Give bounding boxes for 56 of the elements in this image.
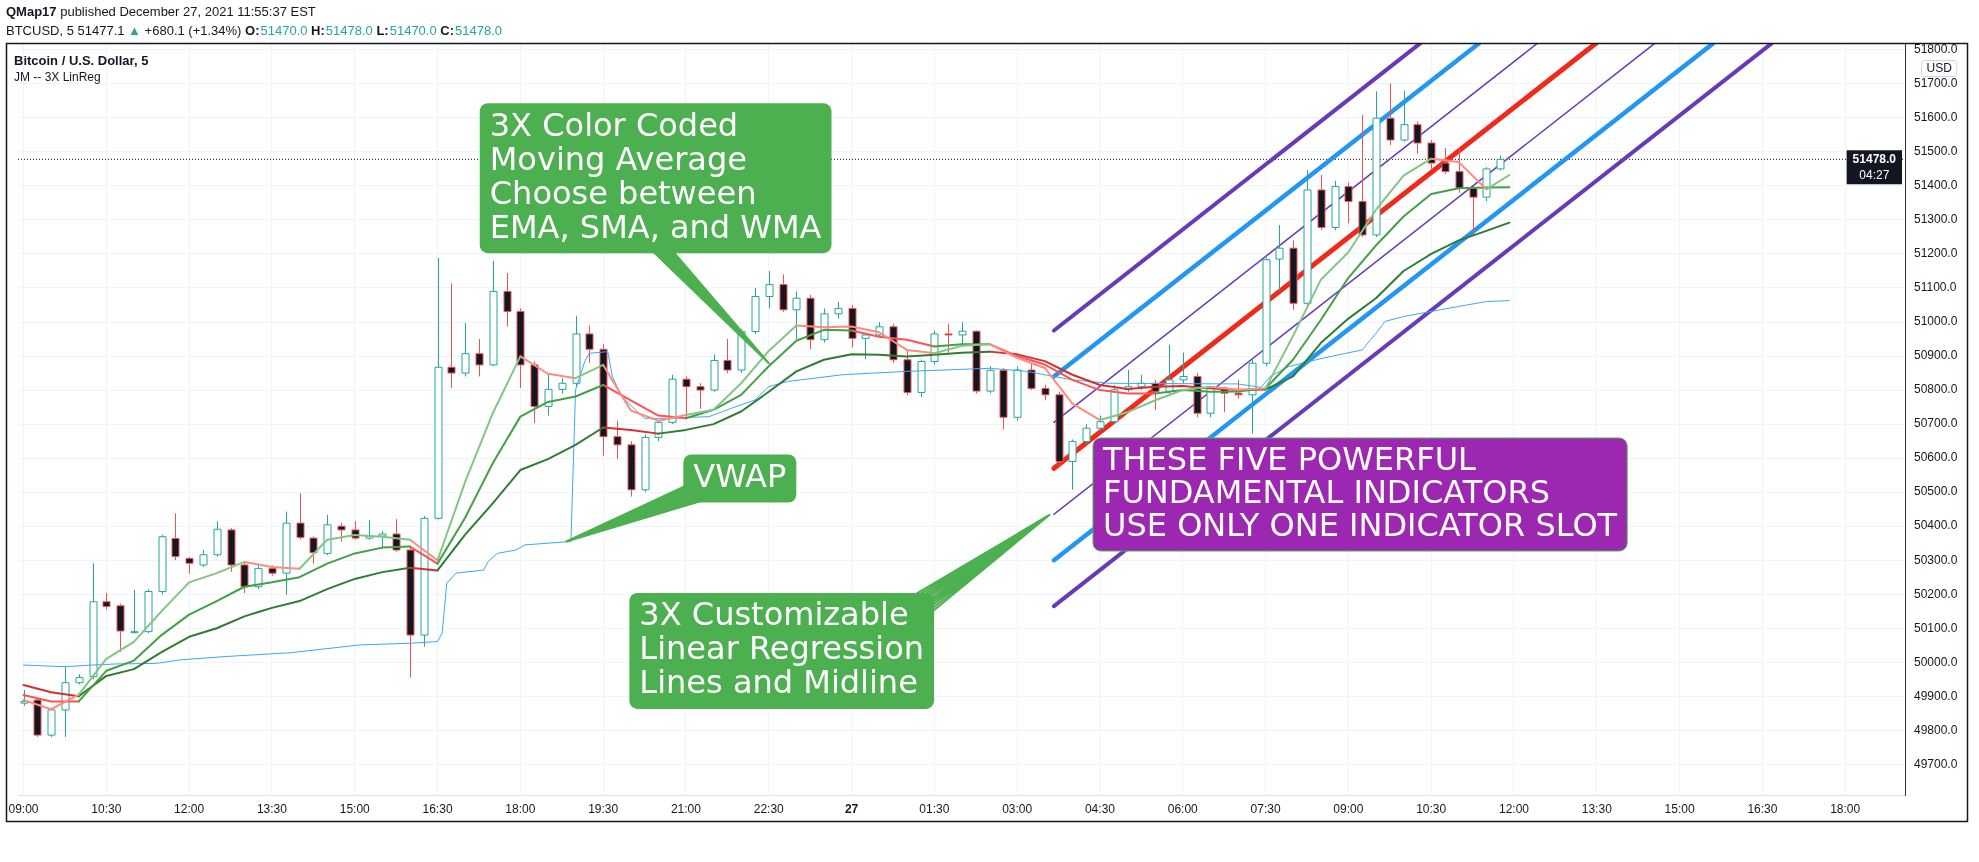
annotation: VWAP xyxy=(693,456,787,495)
y-tick-label: 51100.0 xyxy=(1914,280,1957,295)
y-tick-label: 50000.0 xyxy=(1914,654,1958,669)
y-tick-label: 49900.0 xyxy=(1914,688,1958,703)
x-tick-label: 18:00 xyxy=(505,801,536,816)
x-tick-label: 12:00 xyxy=(174,801,205,816)
y-tick-label: 51800.0 xyxy=(1914,42,1958,57)
y-tick-label: 50100.0 xyxy=(1914,620,1958,635)
x-tick-label: 15:00 xyxy=(339,801,371,816)
x-tick-label: 01:30 xyxy=(919,801,950,816)
text: Bitcoin / U.S. Dollar, 5 xyxy=(14,52,149,68)
x-tick-label: 10:30 xyxy=(1416,801,1447,816)
annotation: THESE FIVE POWERFUL FUNDAMENTAL INDICATORS USE ONLY ONE INDICATOR SLOT xyxy=(1102,439,1618,544)
y-tick-label: 49800.0 xyxy=(1914,722,1958,737)
y-tick-label: 50800.0 xyxy=(1914,382,1958,397)
x-tick-label: 18:00 xyxy=(1830,801,1861,816)
y-tick-label: 50900.0 xyxy=(1914,348,1958,363)
x-tick-label: 22:30 xyxy=(753,801,785,816)
annotation: 3X Customizable Linear Regression Lines and Midline xyxy=(639,595,925,702)
x-tick-label: 12:00 xyxy=(1498,801,1530,816)
x-tick-label: 16:30 xyxy=(422,801,453,816)
y-tick-label: 50600.0 xyxy=(1914,450,1958,465)
y-tick-label: 51300.0 xyxy=(1914,212,1958,227)
x-tick-label: 10:30 xyxy=(91,801,122,816)
text: BTCUSD, 5 51477.1 ▲ +680.1 (+1.34%) O:51470.0 H:51478.0 L:51470.0 C:51478.0 xyxy=(6,22,503,38)
x-tick-label: 04:30 xyxy=(1084,801,1116,816)
y-tick-label: 51200.0 xyxy=(1914,246,1958,261)
x-tick-label: 13:30 xyxy=(256,801,288,816)
x-tick-label: 16:30 xyxy=(1747,801,1778,816)
y-tick-label: 51600.0 xyxy=(1914,110,1958,125)
y-axis-title: USD xyxy=(1926,60,1953,75)
x-tick-label: 19:30 xyxy=(588,801,619,816)
y-tick-label: 50400.0 xyxy=(1914,518,1958,533)
ref-line-label: 51478.0 xyxy=(1852,151,1897,166)
annotation: 3X Color Coded Moving Average Choose between EMA, SMA, and WMA xyxy=(489,105,822,246)
y-tick-label: 50200.0 xyxy=(1914,586,1958,601)
y-tick-label: 49700.0 xyxy=(1914,756,1958,771)
x-tick-label: 03:00 xyxy=(1002,801,1033,816)
x-tick-label: 06:00 xyxy=(1167,801,1199,816)
y-tick-label: 51000.0 xyxy=(1914,314,1958,329)
x-tick-label: 21:00 xyxy=(670,801,702,816)
text: JM -- 3X LinReg xyxy=(14,70,101,85)
y-tick-label: 51500.0 xyxy=(1914,144,1958,159)
annotation: 04:27 xyxy=(1859,167,1890,182)
x-tick-label: 27 xyxy=(844,801,859,816)
text: QMap17 published December 27, 2021 11:55:37 EST xyxy=(6,3,316,19)
y-tick-label: 50700.0 xyxy=(1914,416,1958,431)
x-tick-label: 13:30 xyxy=(1581,801,1613,816)
y-tick-label: 51700.0 xyxy=(1914,76,1958,91)
x-tick-label: 07:30 xyxy=(1250,801,1281,816)
y-tick-label: 51400.0 xyxy=(1914,178,1958,193)
y-tick-label: 50300.0 xyxy=(1914,552,1958,567)
x-tick-label: 09:00 xyxy=(1333,801,1364,816)
y-tick-label: 50500.0 xyxy=(1914,484,1958,499)
x-tick-label: 15:00 xyxy=(1664,801,1695,816)
x-tick-label: 09:00 xyxy=(8,801,39,816)
